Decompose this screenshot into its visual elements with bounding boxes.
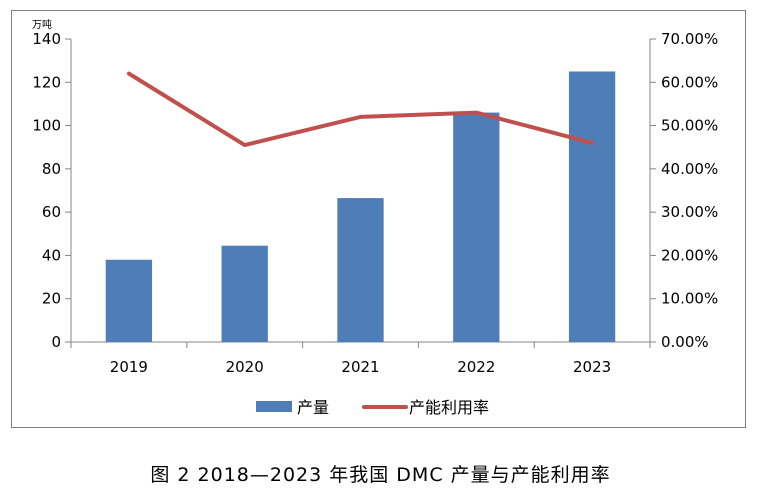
x-tick-label: 2020	[226, 358, 264, 376]
right-tick-label: 70.00%	[661, 30, 718, 48]
x-tick-label: 2019	[110, 358, 148, 376]
right-tick-label: 0.00%	[661, 333, 709, 351]
x-tick-label: 2021	[341, 358, 379, 376]
x-tick-label: 2022	[457, 358, 495, 376]
right-tick-label: 50.00%	[661, 117, 718, 135]
left-tick-label: 120	[32, 73, 61, 91]
bar	[337, 198, 384, 342]
right-tick-label: 20.00%	[661, 246, 718, 264]
bar	[568, 71, 616, 342]
left-tick-label: 40	[42, 246, 61, 264]
right-tick-label: 10.00%	[661, 290, 718, 308]
bar	[453, 112, 500, 342]
left-tick-label: 140	[32, 30, 61, 48]
line-layer	[126, 71, 595, 148]
figure-caption: 图 2 2018—2023 年我国 DMC 产量与产能利用率	[150, 464, 611, 486]
left-tick-label: 100	[32, 117, 61, 135]
chart-frame: 0 20 40 60 80 100 120 140 万吨 0.00% 10.00% 20.00% 30.…	[11, 10, 746, 428]
legend-label-line: 产能利用率	[409, 398, 489, 417]
left-tick-label: 0	[51, 333, 61, 351]
legend-label-bar: 产量	[297, 398, 329, 417]
legend: 产量 产能利用率	[256, 398, 489, 417]
bars-layer	[105, 71, 616, 342]
left-tick-label: 80	[42, 160, 61, 178]
left-tick-label: 20	[42, 290, 61, 308]
series-line	[126, 71, 595, 148]
bar	[221, 245, 268, 342]
left-tick-label: 60	[42, 203, 61, 221]
x-tick-label: 2023	[573, 358, 611, 376]
left-axis-unit: 万吨	[32, 18, 52, 31]
right-tick-label: 40.00%	[661, 160, 718, 178]
legend-swatch-bar	[256, 401, 292, 412]
bar	[105, 259, 153, 342]
right-tick-label: 60.00%	[661, 73, 718, 91]
right-tick-label: 30.00%	[661, 203, 718, 221]
